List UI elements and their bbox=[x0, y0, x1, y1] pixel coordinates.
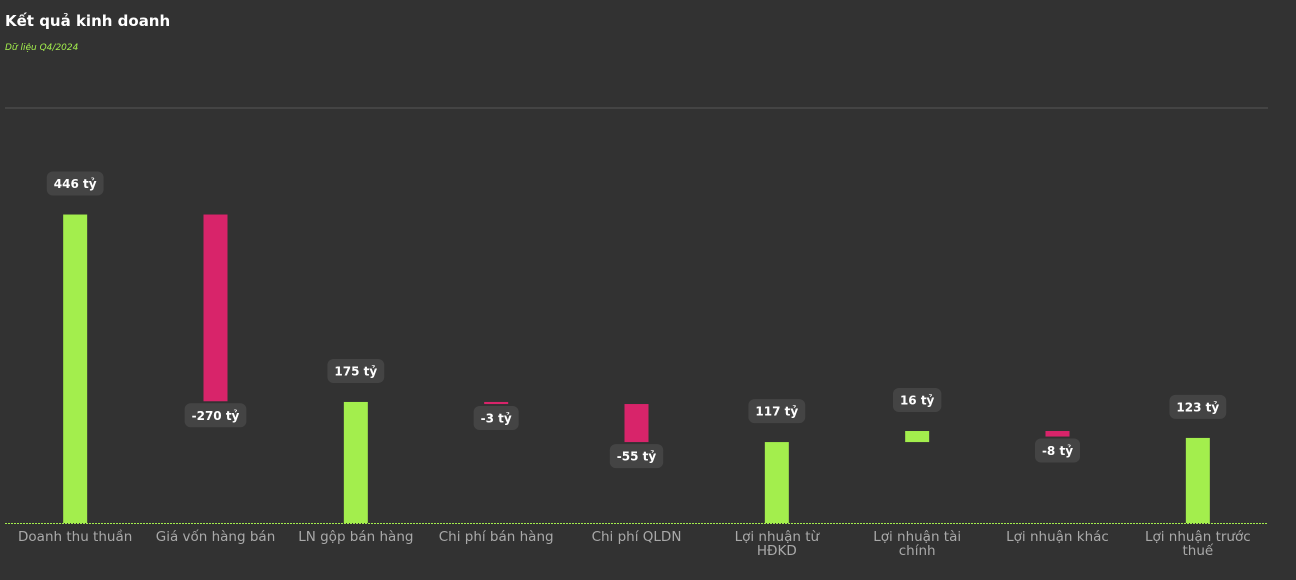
value-label: -8 tỷ bbox=[1042, 444, 1073, 458]
value-label-bg bbox=[748, 399, 806, 424]
value-label-bg bbox=[473, 406, 519, 431]
x-tick-label: Giá vốn hàng bán bbox=[155, 529, 276, 545]
chart-subtitle: Dữ liệu Q4/2024 bbox=[5, 43, 79, 53]
x-tick-label: Chi phí QLDN bbox=[591, 529, 682, 545]
bar bbox=[905, 431, 930, 443]
x-tick-label: Lợi nhuận khác bbox=[1006, 529, 1109, 545]
value-label-bg bbox=[327, 358, 385, 383]
x-tick-label: Chi phí bán hàng bbox=[438, 529, 554, 545]
bar bbox=[1045, 431, 1070, 437]
bar bbox=[764, 442, 789, 523]
value-label: -55 tỷ bbox=[617, 450, 657, 464]
bar bbox=[624, 404, 649, 443]
value-label: 16 tỷ bbox=[900, 394, 935, 408]
value-label-bg bbox=[892, 388, 942, 413]
value-label-bg bbox=[1169, 394, 1227, 419]
value-label-bg bbox=[184, 403, 247, 428]
value-label: -3 tỷ bbox=[481, 412, 512, 426]
value-label-bg bbox=[1034, 438, 1081, 463]
x-tick-label: Doanh thu thuần bbox=[18, 529, 133, 545]
bar bbox=[63, 214, 88, 523]
x-tick-label: Lợi nhuận tài chính bbox=[873, 529, 962, 559]
chart-title: Kết quả kinh doanh bbox=[5, 12, 171, 30]
value-label-bg bbox=[609, 444, 664, 469]
bar bbox=[343, 401, 368, 523]
value-label: -270 tỷ bbox=[192, 409, 240, 423]
value-label-bg bbox=[46, 171, 104, 196]
value-label: 117 tỷ bbox=[755, 405, 798, 419]
x-tick-label: LN gộp bán hàng bbox=[298, 529, 414, 545]
value-label: 123 tỷ bbox=[1176, 400, 1219, 414]
bar bbox=[203, 214, 228, 402]
bar bbox=[484, 401, 509, 405]
value-label: 175 tỷ bbox=[334, 364, 377, 378]
x-tick-label: Lợi nhuận từ HĐKD bbox=[734, 529, 820, 559]
bar bbox=[1185, 437, 1210, 523]
value-label: 446 tỷ bbox=[54, 177, 97, 191]
x-tick-label: Lợi nhuận trước thuế bbox=[1144, 529, 1251, 559]
